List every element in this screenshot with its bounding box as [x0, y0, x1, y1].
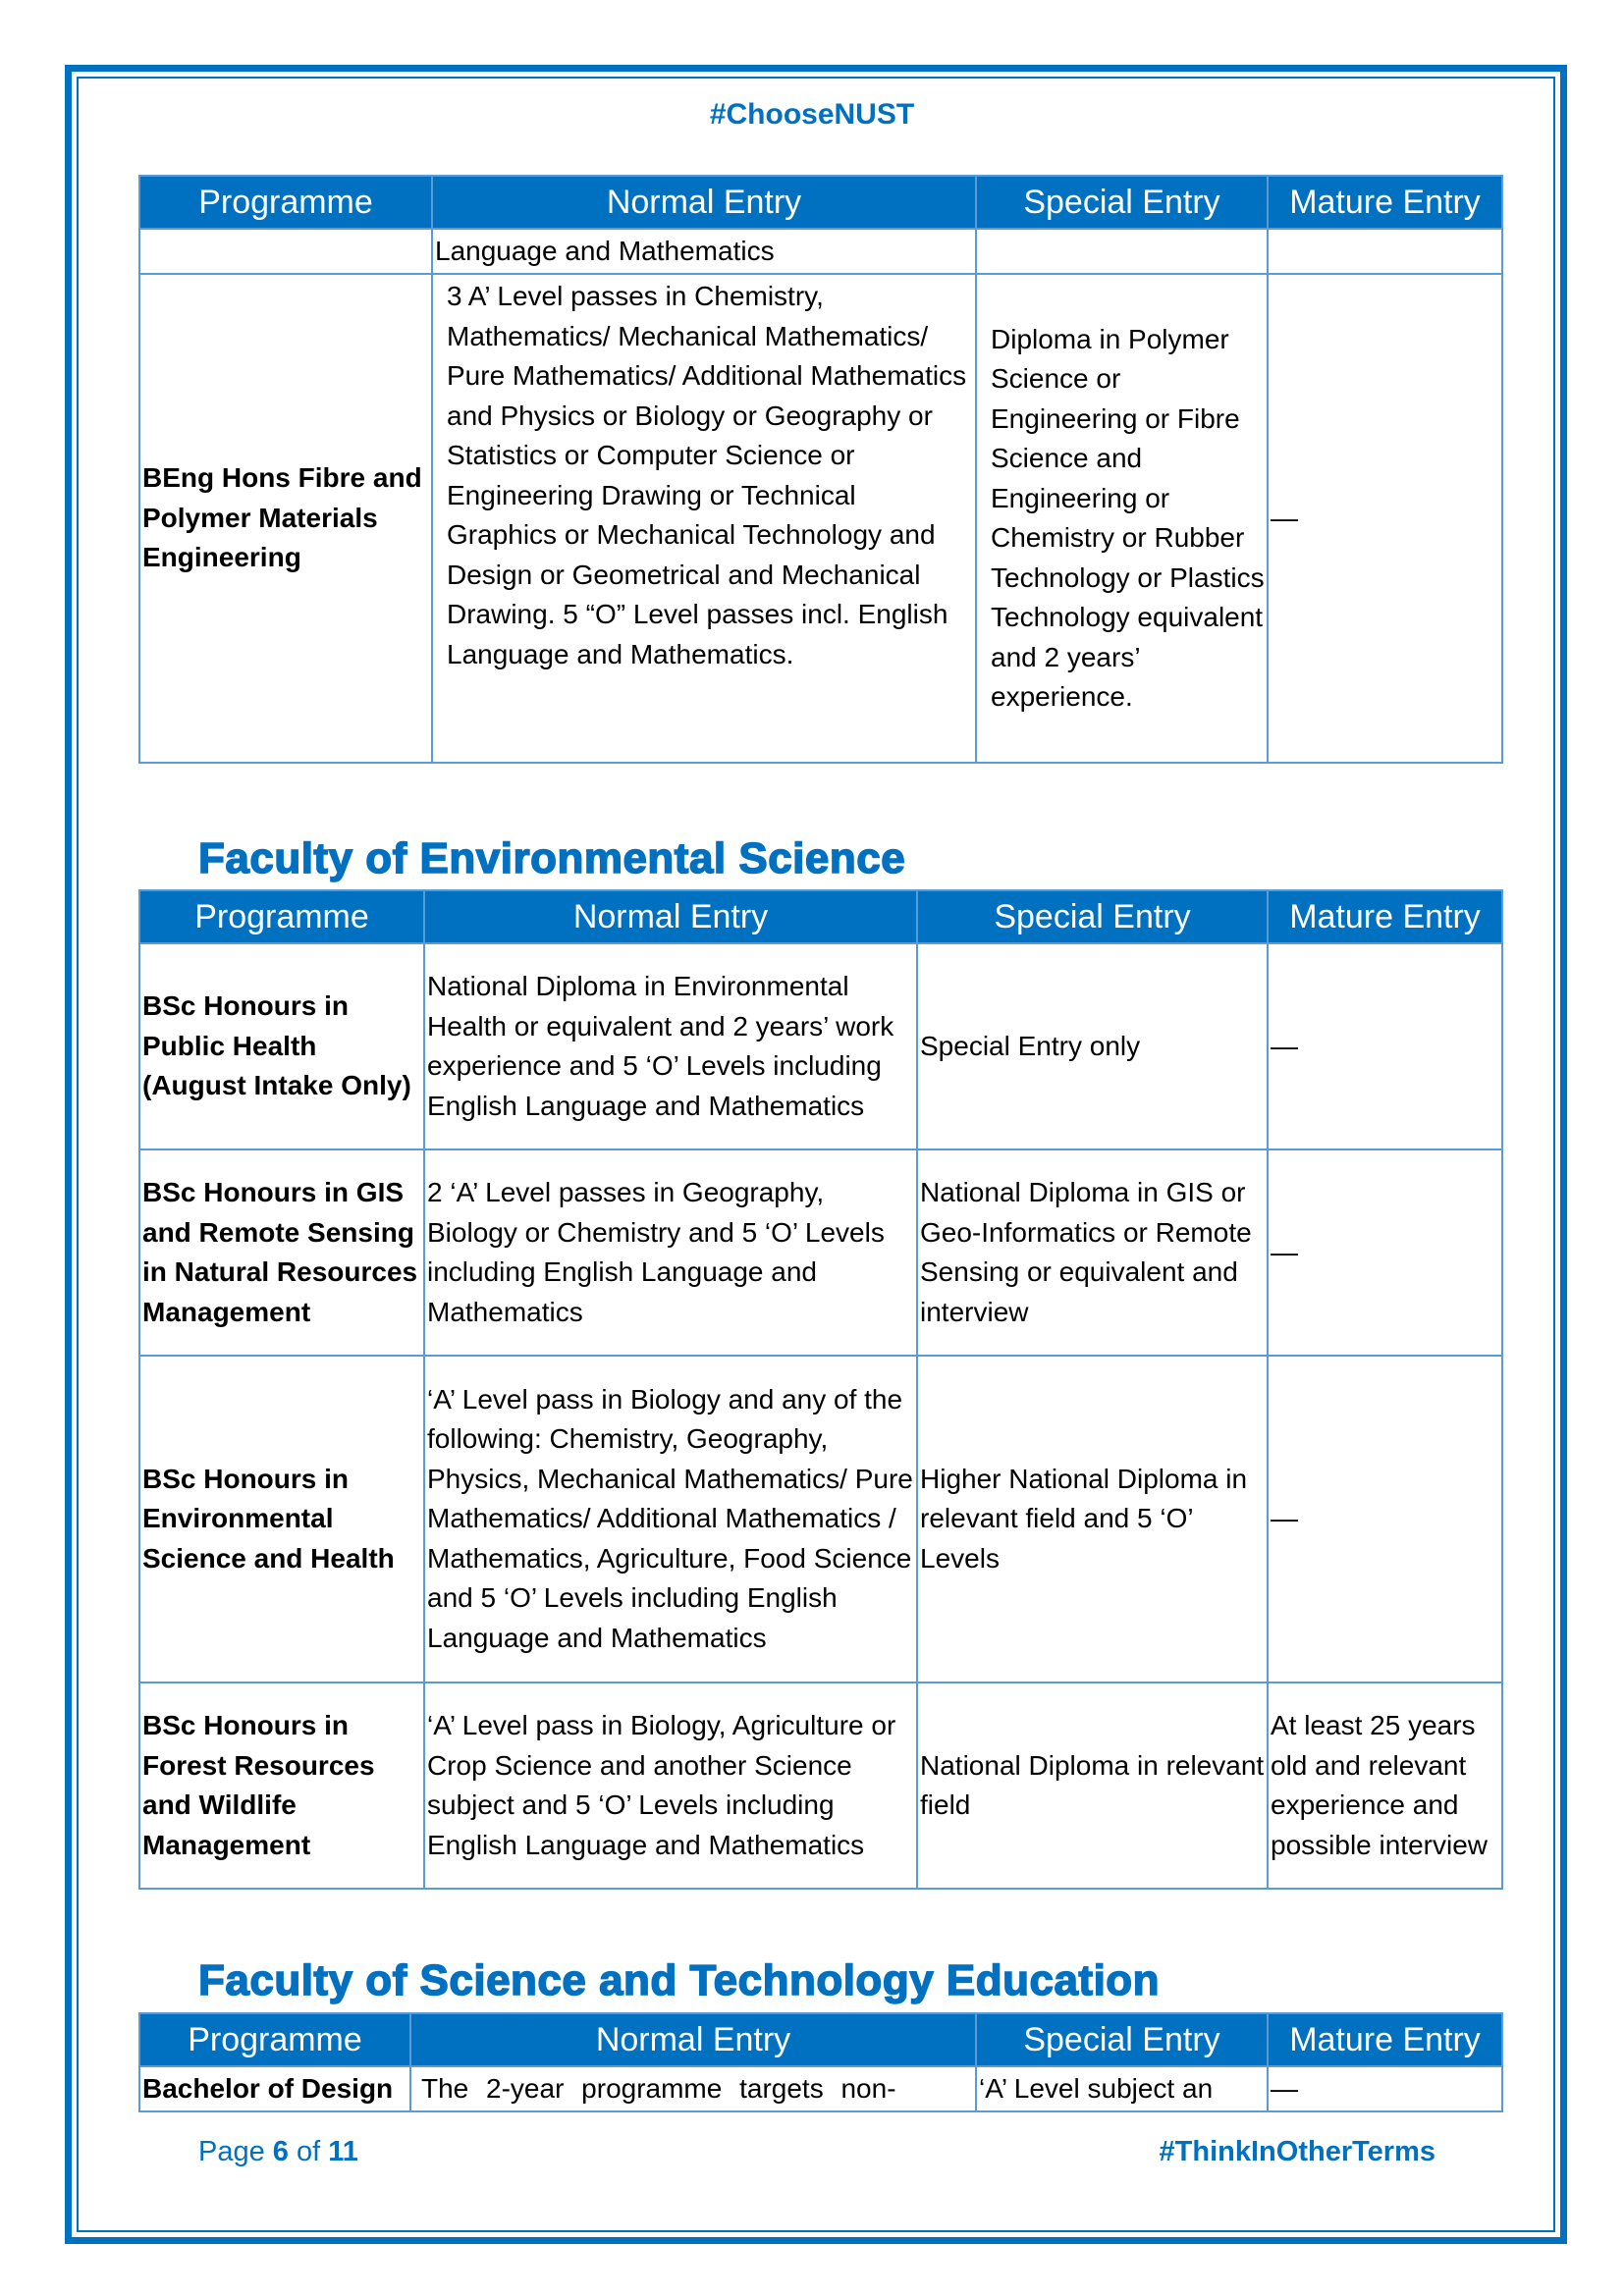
- special-entry-cell: National Diploma in relevant field: [916, 1682, 1269, 1890]
- mature-entry-cell: [1267, 228, 1503, 275]
- mature-entry-cell: —: [1267, 273, 1503, 764]
- column-header: Special Entry: [916, 889, 1269, 944]
- normal-entry-cell: 2 ‘A’ Level passes in Geography, Biology…: [423, 1148, 918, 1357]
- mature-entry-cell: —: [1267, 942, 1503, 1150]
- page-border-outer: [65, 65, 1567, 2244]
- programme-cell: [138, 228, 433, 275]
- table-row: BSc Honours in GIS and Remote Sensing in…: [138, 1148, 1503, 1357]
- programme-cell: Bachelor of Design: [138, 2065, 411, 2112]
- special-entry-cell: National Diploma in GIS or Geo-Informati…: [916, 1148, 1269, 1357]
- column-header: Normal Entry: [431, 175, 977, 230]
- table-row: BSc Honours in Forest Resources and Wild…: [138, 1682, 1503, 1890]
- mature-entry-cell: —: [1267, 2065, 1503, 2112]
- page-number: Page 6 of 11: [198, 2136, 358, 2168]
- table-header-row: Programme Normal Entry Special Entry Mat…: [138, 2012, 1503, 2067]
- special-entry-cell: Diploma in Polymer Science or Engineerin…: [975, 273, 1269, 764]
- column-header: Programme: [138, 889, 425, 944]
- normal-entry-cell: ‘A’ Level pass in Biology, Agriculture o…: [423, 1682, 918, 1890]
- special-entry-cell: ‘A’ Level subject an: [975, 2065, 1269, 2112]
- mature-entry-cell: —: [1267, 1148, 1503, 1357]
- programme-cell: BSc Honours in Environmental Science and…: [138, 1355, 425, 1683]
- table-row: Bachelor of Design The 2-year programme …: [138, 2065, 1503, 2112]
- column-header: Programme: [138, 2012, 411, 2067]
- footer-hashtag: #ThinkInOtherTerms: [1159, 2136, 1435, 2167]
- page-border-inner: [77, 77, 1555, 2232]
- column-header: Programme: [138, 175, 433, 230]
- programme-cell: BSc Honours in GIS and Remote Sensing in…: [138, 1148, 425, 1357]
- mature-entry-cell: At least 25 years old and relevant exper…: [1267, 1682, 1503, 1890]
- programme-cell: BSc Honours in Public Health (August Int…: [138, 942, 425, 1150]
- table-row: BSc Honours in Environmental Science and…: [138, 1355, 1503, 1683]
- mature-entry-cell: —: [1267, 1355, 1503, 1683]
- column-header: Normal Entry: [423, 889, 918, 944]
- normal-entry-cell: 3 A’ Level passes in Chemistry, Mathemat…: [431, 273, 977, 764]
- normal-entry-cell: The 2-year programme targets non-: [409, 2065, 977, 2112]
- special-entry-cell: Higher National Diploma in relevant fiel…: [916, 1355, 1269, 1683]
- environmental-science-table: Programme Normal Entry Special Entry Mat…: [138, 889, 1503, 1890]
- normal-entry-cell: National Diploma in Environmental Health…: [423, 942, 918, 1150]
- faculty-heading: Faculty of Science and Technology Educat…: [197, 1955, 1161, 2005]
- table-header-row: Programme Normal Entry Special Entry Mat…: [138, 175, 1503, 230]
- column-header: Mature Entry: [1267, 2012, 1503, 2067]
- column-header: Mature Entry: [1267, 889, 1503, 944]
- faculty-heading: Faculty of Environmental Science: [197, 833, 906, 883]
- programme-cell: BEng Hons Fibre and Polymer Materials En…: [138, 273, 433, 764]
- page-of: of: [297, 2136, 321, 2167]
- table-row: Language and Mathematics: [138, 228, 1503, 275]
- page-current: 6: [272, 2136, 289, 2167]
- engineering-table: Programme Normal Entry Special Entry Mat…: [138, 175, 1503, 764]
- science-technology-education-table: Programme Normal Entry Special Entry Mat…: [138, 2012, 1503, 2112]
- normal-entry-cell: Language and Mathematics: [431, 228, 977, 275]
- table-row: BEng Hons Fibre and Polymer Materials En…: [138, 273, 1503, 764]
- page-label: Page: [198, 2136, 265, 2167]
- header-hashtag: #ChooseNUST: [709, 98, 915, 131]
- page-total: 11: [328, 2136, 358, 2167]
- special-entry-cell: Special Entry only: [916, 942, 1269, 1150]
- programme-cell: BSc Honours in Forest Resources and Wild…: [138, 1682, 425, 1890]
- table-row: BSc Honours in Public Health (August Int…: [138, 942, 1503, 1150]
- normal-entry-cell: ‘A’ Level pass in Biology and any of the…: [423, 1355, 918, 1683]
- special-entry-cell: [975, 228, 1269, 275]
- column-header: Special Entry: [975, 2012, 1269, 2067]
- column-header: Special Entry: [975, 175, 1269, 230]
- column-header: Mature Entry: [1267, 175, 1503, 230]
- table-header-row: Programme Normal Entry Special Entry Mat…: [138, 889, 1503, 944]
- column-header: Normal Entry: [409, 2012, 977, 2067]
